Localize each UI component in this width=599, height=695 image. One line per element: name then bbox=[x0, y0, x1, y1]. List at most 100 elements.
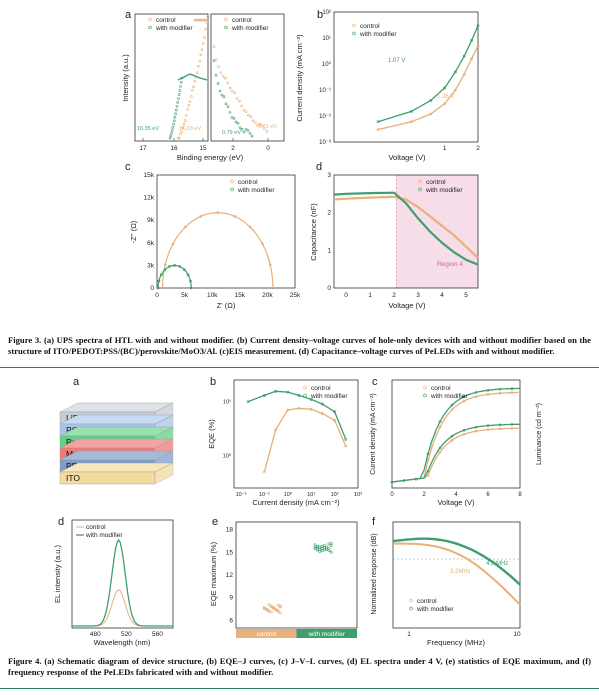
fig4e-pt-1-2-1 bbox=[329, 544, 333, 547]
fig3c-pt-1-8 bbox=[186, 273, 190, 277]
fig4e-ytick-3: 15 bbox=[226, 549, 234, 556]
fig4c-j-modifier-pt-10 bbox=[510, 423, 514, 426]
fig4b-pt-1-2 bbox=[274, 389, 277, 393]
fig3b-ytick-0: 10² bbox=[322, 10, 331, 16]
fig3c-pt-0-4 bbox=[199, 214, 203, 218]
fig4b-legend-modifier-mark bbox=[303, 393, 307, 398]
fig3a-mod-l-16 bbox=[179, 80, 183, 84]
fig3a-ctrl-r-13 bbox=[242, 108, 246, 112]
fig4e-pt-1-6-0 bbox=[318, 545, 322, 549]
fig3a-mod-l-1 bbox=[169, 134, 172, 138]
fig4b-xtick-2: 10⁰ bbox=[284, 491, 293, 498]
fig3c-pt-1-2 bbox=[159, 273, 163, 277]
fig3d-xtick-1: 1 bbox=[368, 292, 372, 299]
fig4c-lum-modifier-pt-6 bbox=[462, 395, 466, 398]
fig3b-legend-modifier: with modifier bbox=[359, 31, 397, 38]
fig3c-label: c bbox=[125, 161, 131, 173]
fig4e-cat-control-bar bbox=[236, 629, 297, 638]
fig3a-mod-l-13 bbox=[177, 93, 181, 96]
fig3a-legend-r-modifier-mark bbox=[224, 25, 228, 30]
fig3c-ylabel: -Z'' (Ω) bbox=[129, 220, 138, 243]
fig3d-region4 bbox=[396, 175, 478, 288]
fig4e-pt-1-5-1 bbox=[313, 543, 317, 547]
fig4e-pt-1-3-2 bbox=[320, 549, 324, 553]
fig4c-j-modifier-pt-8 bbox=[486, 424, 490, 427]
fig4e-pt-1-4-1 bbox=[325, 545, 329, 549]
fig3a-ctrl-r-4 bbox=[221, 75, 225, 78]
fig3d-label: d bbox=[316, 161, 322, 173]
fig4c-xtick-2: 4 bbox=[454, 492, 458, 498]
fig3a-ctrl-l-4 bbox=[181, 126, 185, 129]
fig4b-ylabel: EQE (%) bbox=[207, 419, 216, 449]
fig4c-j-modifier-pt-7 bbox=[474, 425, 478, 429]
fig3a-ann3: 0.21 eV bbox=[258, 124, 277, 130]
fig3c-pt-0-0 bbox=[161, 286, 164, 290]
fig3a-ctrl-l-3 bbox=[180, 130, 183, 133]
fig3d-ytick-2: 2 bbox=[327, 210, 331, 217]
figure3-caption: Figure 3. (a) UPS spectra of HTL with an… bbox=[8, 335, 591, 356]
fig3a-mod-r-7 bbox=[226, 105, 230, 108]
fig4b-xtick-1: 10⁻¹ bbox=[259, 492, 270, 498]
fig3a-xlabel: Binding energy (eV) bbox=[177, 153, 244, 162]
fig4d-frame bbox=[71, 519, 174, 629]
fig4c-legend-control: control bbox=[431, 385, 451, 392]
fig4e-pt-1-7-2 bbox=[329, 550, 333, 554]
fig4b-pt-1-1 bbox=[263, 394, 266, 397]
fig4e-pt-1-7-1 bbox=[327, 549, 331, 553]
fig4b-legend-modifier: with modifier bbox=[310, 393, 348, 400]
fig3a-legend-r-control: control bbox=[232, 17, 252, 24]
fig3a-ctrl-r-0 bbox=[212, 45, 216, 48]
fig3b-xlabel: Voltage (V) bbox=[388, 153, 426, 162]
fig3c-pt-0-3 bbox=[183, 225, 187, 229]
fig4d-xtick-2: 560 bbox=[152, 631, 163, 638]
fig3a-mod-r-19 bbox=[250, 134, 254, 138]
fig3c-pt-1-1 bbox=[157, 279, 161, 283]
fig3b-pt-1-7 bbox=[476, 24, 480, 27]
fig4c-label: c bbox=[372, 376, 378, 388]
fig3a-ctrl-top-2 bbox=[196, 18, 199, 22]
fig3a-ctrl-top-7 bbox=[202, 18, 206, 22]
fig3a-legend-l-modifier-mark bbox=[148, 25, 152, 30]
fig4c-lum-control-pt-9 bbox=[498, 391, 502, 395]
fig3d-xtick-3: 3 bbox=[416, 292, 420, 299]
fig3a-mod-l-8 bbox=[174, 112, 177, 116]
fig4e-pt-1-1-1 bbox=[322, 546, 326, 550]
fig3a-mod-l-3 bbox=[170, 129, 174, 132]
caption-divider-bottom bbox=[0, 688, 599, 689]
fig3b-pt-0-4 bbox=[454, 88, 457, 92]
fig3b-xtick-0: 1 bbox=[443, 145, 447, 152]
fig3a-mod-l-0 bbox=[168, 136, 172, 140]
fig4f-ann1: 3.2MHz bbox=[450, 569, 471, 575]
fig3b-ytick-1: 10¹ bbox=[322, 36, 331, 42]
fig4e-ylabel: EQE maximum (%) bbox=[209, 541, 218, 606]
fig3a-ctrl-l-1 bbox=[177, 136, 181, 140]
fig4e-frame bbox=[235, 521, 358, 629]
fig4c-j-control-pt-9 bbox=[498, 427, 502, 431]
fig3a-mod-r-12 bbox=[236, 121, 240, 125]
fig3c-pt-1-0 bbox=[156, 286, 160, 290]
fig3c-legend-control-mark bbox=[230, 179, 234, 184]
fig4b-pt-1-3 bbox=[286, 390, 290, 394]
fig4b-pt-1-8 bbox=[344, 437, 348, 441]
fig3b-legend-modifier-mark bbox=[352, 31, 356, 36]
fig3a-mod-l-5 bbox=[172, 122, 175, 126]
fig4e-pt-1-2-2 bbox=[313, 545, 317, 549]
fig4e-ytick-1: 9 bbox=[229, 595, 233, 602]
fig3b-pt-0-3 bbox=[443, 102, 447, 105]
fig4b-pt-0-0 bbox=[263, 470, 266, 474]
fig4f-xtick-1: 10 bbox=[513, 631, 521, 638]
fig4c-xtick-0: 0 bbox=[390, 492, 394, 498]
fig4e-pt-1-6-1 bbox=[320, 547, 324, 550]
fig3a-mod-r-15 bbox=[242, 130, 246, 134]
fig4e-pt-1-3-0 bbox=[316, 546, 319, 550]
fig3b-legend-control: control bbox=[360, 23, 380, 30]
fig3a-mod-l-12 bbox=[177, 97, 180, 100]
fig4e-pt-1-0-2 bbox=[318, 550, 322, 553]
fig3d-ann0: Region 4 bbox=[437, 261, 463, 268]
fig4c-j-control-pt-10 bbox=[510, 427, 514, 430]
fig3a-ctrl-r-3 bbox=[219, 71, 223, 75]
fig3a-ctrl-l-10 bbox=[188, 100, 192, 103]
fig4f-legend-control: control bbox=[417, 598, 437, 605]
fig4e-cat-modifier-bar bbox=[296, 629, 357, 638]
fig3d-ytick-3: 3 bbox=[327, 172, 331, 179]
